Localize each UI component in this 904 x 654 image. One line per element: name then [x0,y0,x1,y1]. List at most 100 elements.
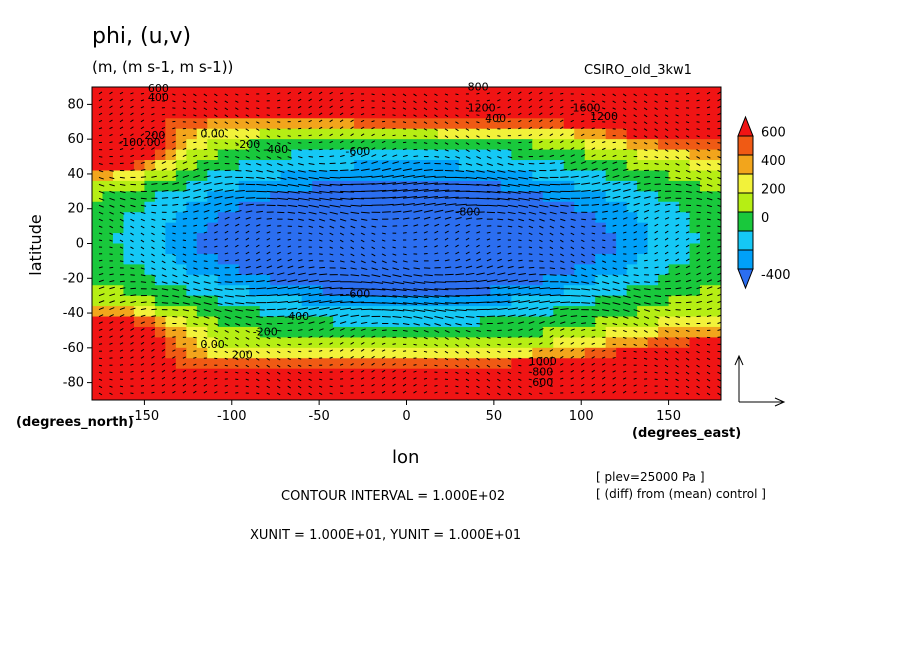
vector-arrow [518,259,523,262]
heatmap-cell [500,316,512,328]
vector-arrow [151,140,155,144]
heatmap-cell [144,212,156,224]
vector-arrow [297,385,302,389]
vector-arrow [98,134,103,137]
heatmap-cell [196,233,208,245]
vector-arrow [161,335,166,338]
heatmap-cell [500,379,512,391]
heatmap-cell [679,107,691,119]
vector-arrow [423,142,428,144]
vector-arrow [308,127,312,130]
vector-arrow [434,100,438,104]
heatmap-cell [584,107,596,119]
vector-arrow [161,154,166,157]
heatmap-cell [364,295,376,307]
heatmap-cell [343,233,355,245]
heatmap-cell [700,107,712,119]
vector-arrow [308,300,321,304]
vector-arrow [203,217,209,220]
vector-arrow [214,329,219,333]
heatmap-cell [217,118,229,130]
heatmap-cell [112,87,125,99]
heatmap-cell [500,149,512,161]
heatmap-cell [710,389,721,400]
vector-arrow [203,93,208,97]
vector-arrow [119,91,124,95]
heatmap-cell [574,243,586,255]
vector-arrow [151,391,155,394]
heatmap-cell [584,358,596,370]
heatmap-cell [196,191,208,203]
heatmap-cell [574,139,586,151]
vector-arrow [434,209,444,213]
heatmap-cell [301,389,313,400]
vector-arrow [371,182,386,185]
vector-arrow [109,350,113,352]
vector-arrow [130,204,136,208]
heatmap-cell [133,264,146,276]
vector-arrow [643,230,648,234]
vector-arrow [581,335,585,338]
heatmap-cell [175,170,187,182]
vector-arrow [413,377,417,380]
vector-arrow [696,336,700,339]
heatmap-cell [291,379,303,391]
vector-arrow [486,350,491,354]
vector-arrow [161,253,166,257]
vector-arrow [706,392,711,396]
heatmap-cell [291,233,303,245]
heatmap-cell [511,389,523,400]
heatmap-cell [249,128,261,140]
heatmap-cell [249,253,261,265]
heatmap-cell [647,368,659,380]
heatmap-cell [563,160,575,172]
heatmap-cell [479,316,491,328]
vector-arrow [612,107,616,110]
vector-arrow [413,267,420,270]
heatmap-cell [700,118,712,130]
vector-arrow [423,274,433,277]
vector-arrow [256,385,260,388]
vector-arrow [518,266,524,269]
vector-arrow [287,371,291,375]
vector-arrow [140,356,145,359]
heatmap-cell [689,306,701,318]
heatmap-cell [616,337,628,349]
heatmap-cell [280,97,292,109]
colorbar-tick-label: 600 [761,125,786,140]
vector-arrow [350,232,355,236]
y-tick-label: 20 [67,202,84,217]
vector-arrow [455,149,460,152]
vector-arrow [581,322,587,324]
heatmap-cell [385,180,397,192]
heatmap-cell [343,326,355,338]
vector-arrow [371,274,381,278]
heatmap-cell [406,358,418,370]
vector-arrow [465,114,470,117]
heatmap-cell [217,139,229,151]
heatmap-cell [542,87,554,99]
vector-arrow [633,302,641,306]
vector-arrow [287,204,298,208]
vector-arrow [518,279,529,283]
heatmap-cell [532,107,544,119]
heatmap-cell [123,326,135,338]
vector-arrow [560,168,567,171]
vector-arrow [717,300,721,304]
heatmap-cell [668,274,680,286]
contour-label: 400 [485,112,506,125]
vector-arrow [224,281,233,283]
vector-arrow [423,238,428,241]
vector-arrow [581,218,587,221]
heatmap-cell [595,201,607,213]
vector-arrow [402,309,415,312]
vector-arrow [151,370,155,373]
vector-arrow [340,197,354,200]
vector-arrow [434,223,440,227]
vector-arrow [109,273,114,276]
vector-arrow [476,218,483,220]
vector-arrow [423,107,428,111]
heatmap-cell [532,212,544,224]
vector-arrow [224,336,229,340]
vector-arrow [98,343,103,345]
